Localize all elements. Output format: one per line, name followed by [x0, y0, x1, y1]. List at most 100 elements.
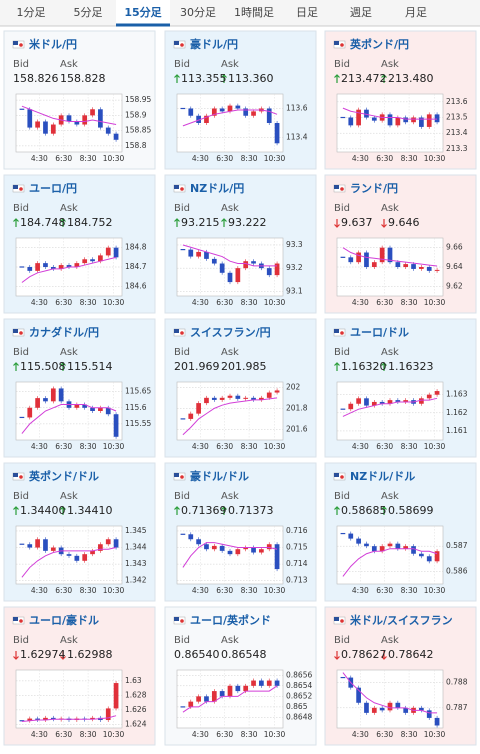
ask-label: Ask	[381, 635, 399, 646]
tab[interactable]: 30分足	[180, 6, 216, 19]
ask-value: 0.86548	[221, 648, 267, 661]
tab[interactable]: 5分足	[74, 6, 103, 19]
y-tick-label: 201.6	[286, 424, 308, 433]
candle	[74, 121, 80, 125]
candle	[434, 114, 440, 123]
trend-arrow	[221, 506, 227, 515]
candle	[227, 395, 233, 398]
bid-label: Bid	[334, 635, 350, 646]
y-tick-label: 1.626	[125, 705, 147, 714]
y-tick-label: 0.787	[446, 703, 468, 712]
y-tick-label: 158.85	[125, 126, 151, 135]
flag-mark	[180, 43, 184, 47]
candle	[43, 717, 48, 721]
quote-card[interactable]: 英ポンド/円 Bid Ask 213.472 213.480 213.3 213.4 213.…	[324, 30, 477, 170]
flag-mark	[180, 187, 184, 191]
trend-arrow	[60, 218, 66, 227]
tab[interactable]: 日足	[296, 6, 318, 19]
candle	[50, 547, 56, 551]
ask-value: 115.514	[67, 360, 113, 373]
candle	[243, 685, 249, 692]
tab[interactable]: 月足	[405, 6, 427, 19]
flag-mark	[340, 475, 344, 479]
trend-arrow	[381, 219, 387, 228]
tab[interactable]: 1時間足	[234, 6, 274, 19]
x-tick-label: 10:30	[424, 154, 446, 163]
ask-value: 1.34410	[67, 504, 113, 517]
x-tick-label: 6:30	[216, 442, 233, 451]
y-tick-label: 9.62	[446, 281, 463, 290]
x-tick-label: 10:30	[264, 586, 286, 595]
y-tick-label: 115.65	[125, 387, 151, 396]
trend-arrow	[334, 506, 340, 515]
bid-value: 0.71369	[181, 504, 227, 517]
y-tick-label: 0.865	[286, 702, 308, 711]
candle	[426, 267, 432, 271]
candle	[411, 546, 416, 554]
candle	[211, 108, 217, 116]
tab[interactable]: 週足	[350, 6, 372, 19]
ask-label: Ask	[60, 635, 78, 646]
y-tick-label: 201.8	[286, 403, 308, 412]
pair-name: カナダドル/円	[29, 325, 99, 339]
flag-mark	[174, 617, 179, 621]
x-tick-label: 6:30	[376, 730, 393, 739]
ask-value: 0.71373	[228, 504, 274, 517]
pair-name: 豪ドル/ドル	[190, 469, 249, 483]
x-tick-label: 10:30	[103, 442, 125, 451]
x-tick-label: 6:30	[216, 154, 233, 163]
x-tick-label: 8:30	[80, 730, 97, 739]
x-tick-label: 8:30	[241, 442, 258, 451]
candle	[387, 702, 393, 711]
bid-label: Bid	[13, 59, 29, 70]
candle	[113, 683, 119, 709]
bid-value: 0.78627	[341, 648, 387, 661]
x-tick-label: 8:30	[241, 298, 258, 307]
candle	[371, 262, 377, 267]
candle	[348, 257, 354, 263]
x-tick-label: 10:30	[264, 154, 286, 163]
candle	[188, 413, 194, 419]
quote-card[interactable]: 英ポンド/ドル Bid Ask 1.34400 1.34410 1.342 1.343 1.3…	[3, 462, 156, 602]
flag-mark	[13, 41, 18, 45]
y-tick-label: 115.6	[125, 403, 147, 412]
candle	[235, 549, 241, 555]
ask-value: 0.58699	[388, 504, 434, 517]
candle	[227, 272, 233, 283]
x-tick-label: 10:30	[424, 298, 446, 307]
flag-mark	[19, 331, 23, 335]
candle	[426, 114, 432, 127]
candle	[82, 554, 88, 561]
tab[interactable]: 15分足	[124, 5, 162, 19]
y-tick-label: 184.7	[125, 262, 147, 271]
pair-name: 英ポンド/円	[349, 37, 409, 51]
moving-average	[342, 672, 438, 714]
pair-name: ユーロ/英ポンド	[190, 613, 271, 627]
trend-arrow	[174, 74, 180, 83]
chart-area	[176, 381, 284, 441]
pair-name: ユーロ/豪ドル	[29, 613, 99, 627]
candle	[387, 400, 393, 404]
x-tick-label: 6:30	[55, 154, 72, 163]
tab[interactable]: 1分足	[17, 6, 46, 19]
candle	[411, 264, 416, 269]
x-tick-label: 4:30	[192, 442, 209, 451]
ask-value: 1.16323	[388, 360, 434, 373]
bid-value: 1.16320	[341, 360, 387, 373]
quote-card[interactable]: 米ドル/スイスフラン Bid Ask 0.78627 0.78642 0.787 0.788…	[324, 606, 477, 746]
flag-mark	[340, 187, 344, 191]
candle	[387, 247, 393, 263]
flag-mark	[340, 331, 344, 335]
